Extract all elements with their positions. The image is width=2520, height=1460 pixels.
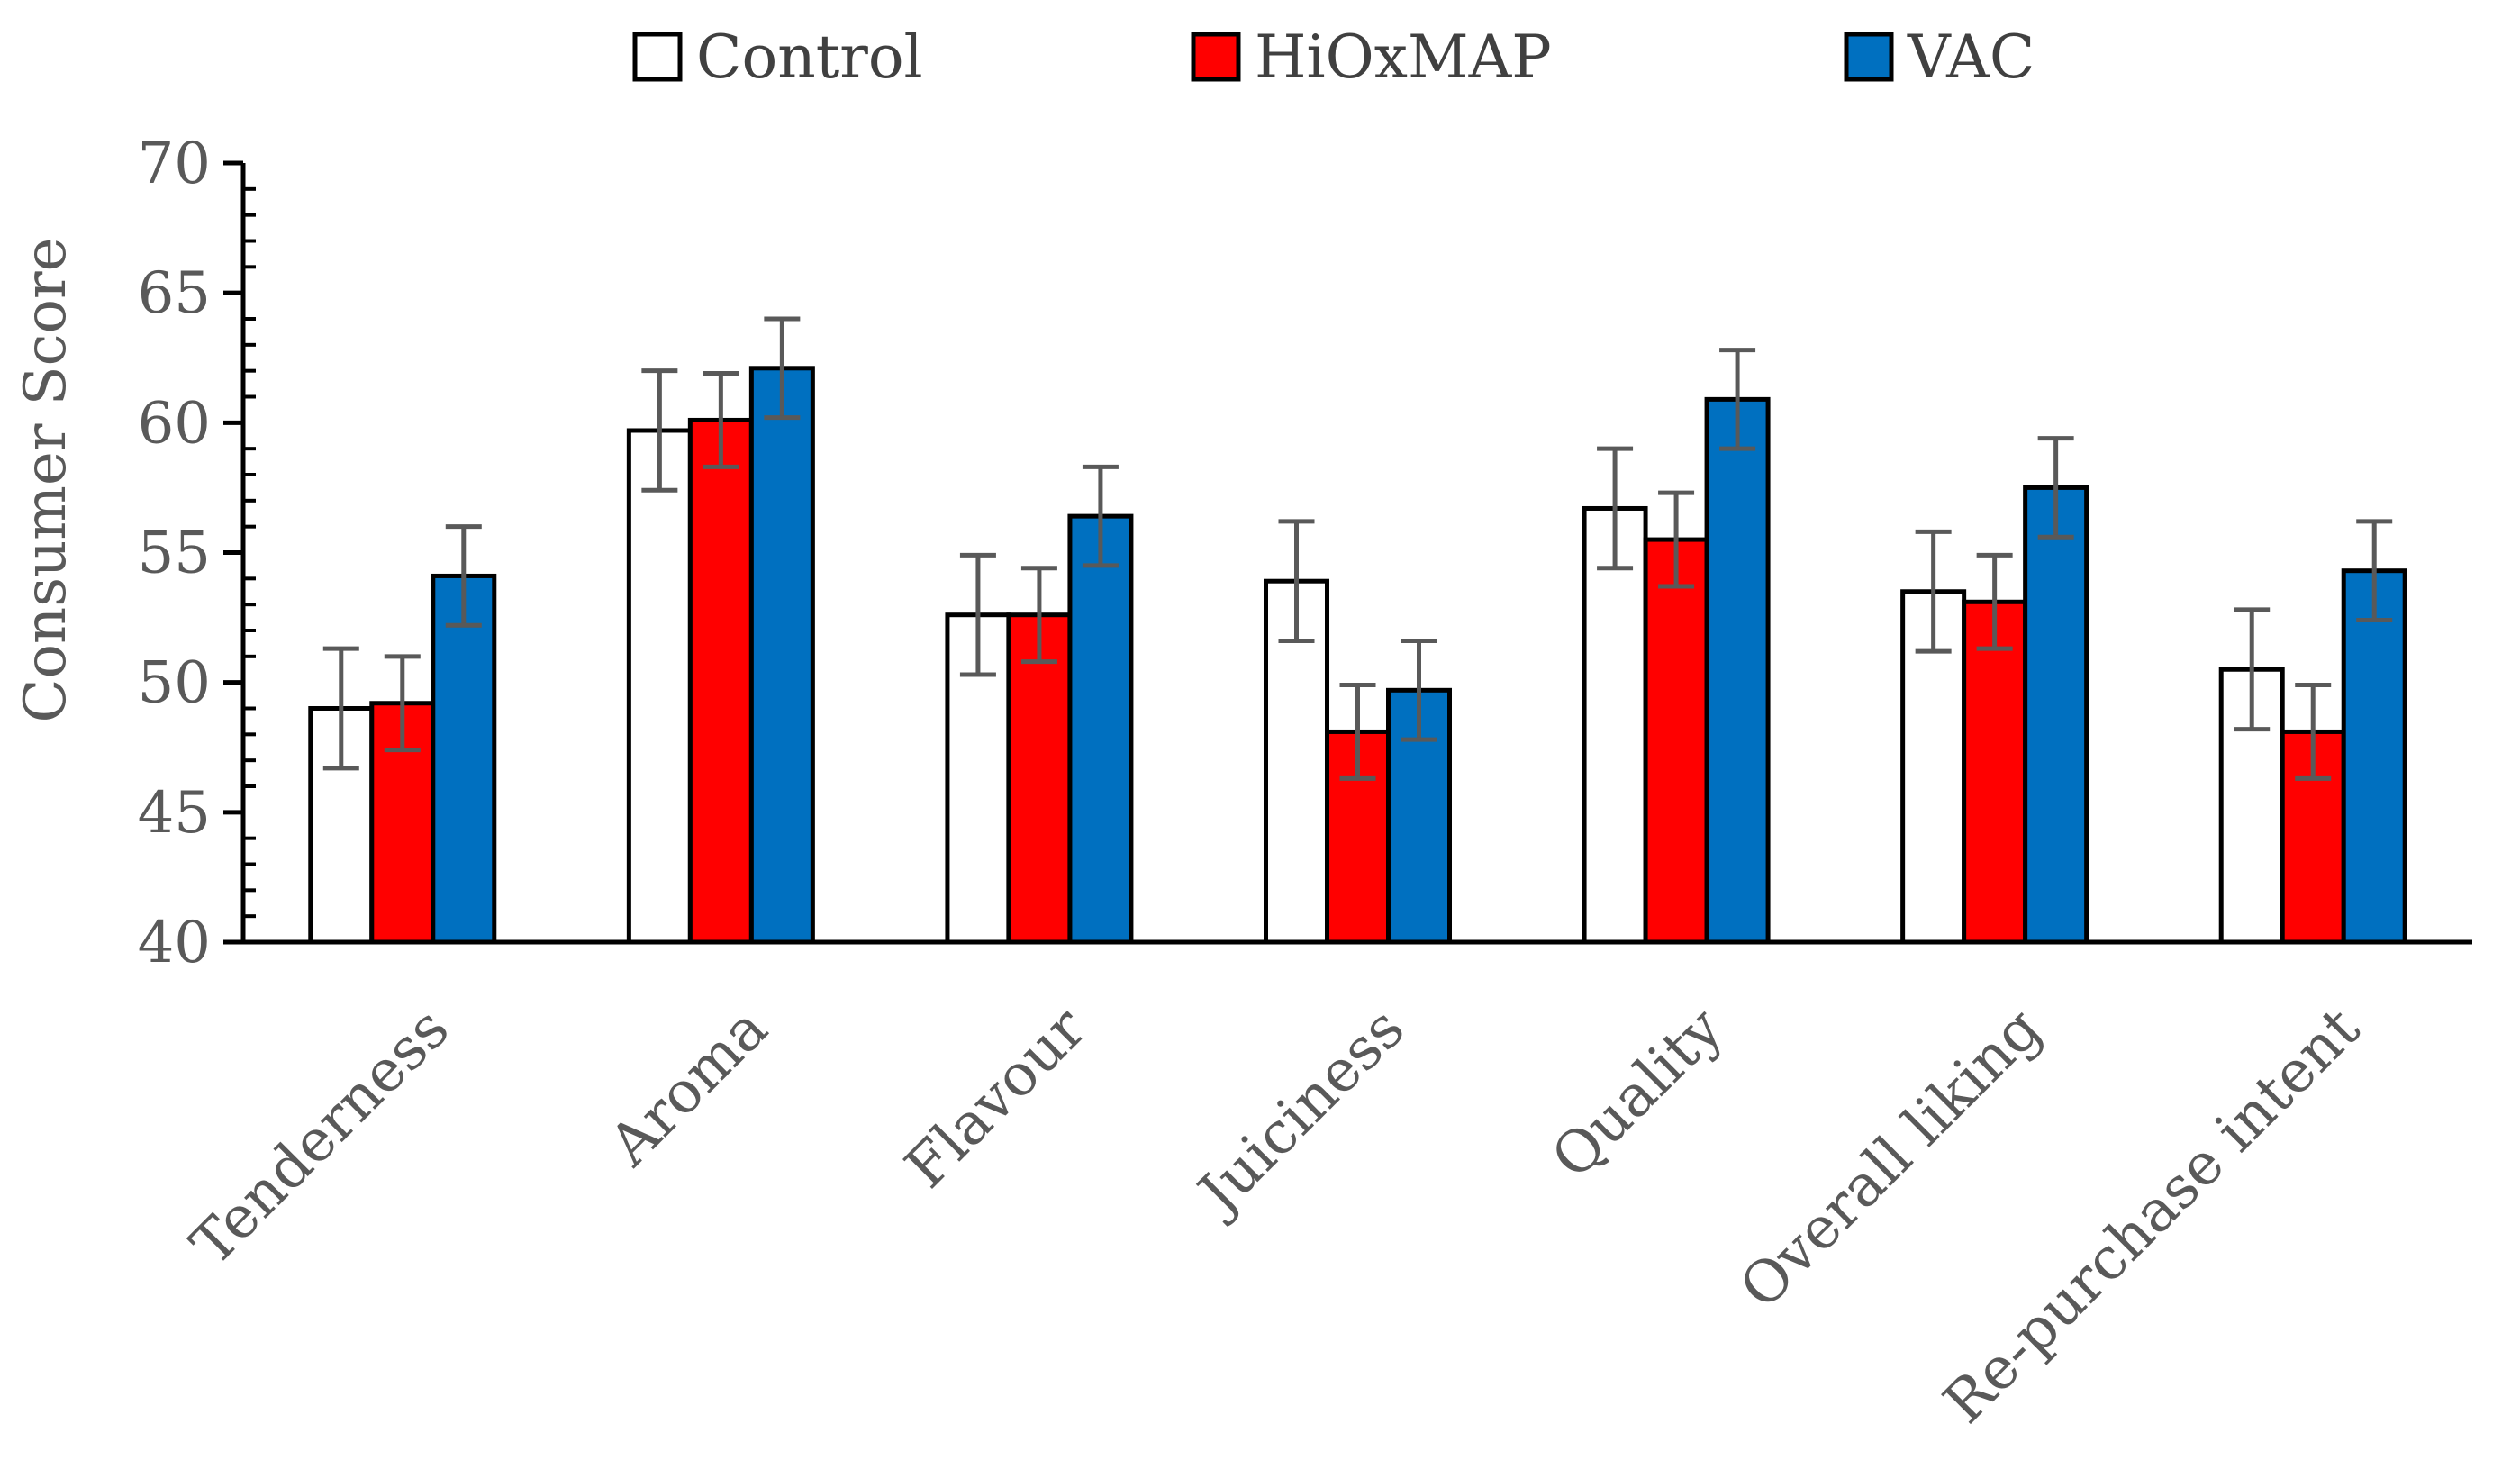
bar-hioxmap-overall-liking (1962, 599, 2028, 945)
error-bar (1020, 566, 1057, 665)
y-axis: 40 45 50 55 60 65 70 (138, 131, 256, 976)
legend: Control HiOxMAP VAC (632, 23, 2035, 92)
error-bar (1401, 639, 1437, 742)
error-bar (1278, 519, 1315, 644)
error-bar (445, 524, 482, 628)
error-bar (2295, 683, 2332, 781)
bar-vac-re-purchase-intent (2341, 568, 2407, 945)
y-tick-label: 40 (138, 910, 211, 976)
bar-hioxmap-quality (1643, 537, 1709, 945)
legend-item-vac: VAC (1844, 23, 2035, 92)
legend-label: VAC (1907, 23, 2035, 92)
error-bar (703, 371, 739, 469)
error-bar (1658, 490, 1695, 589)
legend-swatch (1844, 32, 1894, 82)
bar-vac-aroma (748, 366, 815, 945)
error-bar (2234, 607, 2271, 732)
legend-label: HiOxMAP (1255, 23, 1552, 92)
bar-vac-tenderness (431, 573, 497, 945)
error-bar (1976, 552, 2013, 651)
error-bar (1597, 446, 1634, 571)
error-bar (1082, 464, 1119, 568)
x-axis: Tenderness Aroma Flavour Juiciness QualityOv… (178, 939, 2472, 1437)
y-tick-label: 65 (138, 260, 211, 327)
legend-item-hioxmap: HiOxMAP (1191, 23, 1552, 92)
error-bar (764, 316, 801, 421)
error-bar (2037, 436, 2074, 540)
y-axis-title: Consumer Score (13, 238, 79, 723)
error-bar (1719, 348, 1756, 451)
error-bar (322, 646, 359, 771)
error-bars (322, 316, 2393, 781)
legend-label: Control (696, 23, 923, 92)
legend-item-control: Control (632, 23, 923, 92)
legend-swatch (1191, 32, 1241, 82)
bars (308, 366, 2407, 945)
x-tick-label: Aroma (596, 995, 780, 1179)
bar-vac-quality (1704, 396, 1771, 945)
y-tick-label: 70 (138, 131, 211, 197)
bar-control-quality (1582, 505, 1648, 945)
legend-swatch (632, 32, 683, 82)
bar-vac-flavour (1067, 513, 1134, 945)
y-tick-label: 50 (138, 650, 211, 717)
bar-hioxmap-flavour (1006, 612, 1073, 945)
x-tick-label: Tenderness (178, 995, 462, 1279)
error-bar (2356, 519, 2393, 622)
bar-vac-overall-liking (2023, 485, 2089, 945)
x-tick-label: Overall liking (1727, 995, 2054, 1322)
error-bar (1339, 683, 1376, 781)
x-tick-label: Flavour (893, 995, 1099, 1202)
error-bar (641, 368, 678, 493)
y-tick-label: 55 (138, 521, 211, 587)
x-tick-label: Quality (1539, 995, 1736, 1192)
error-bar (1915, 529, 1952, 654)
error-bar (959, 552, 996, 677)
error-bar (384, 654, 421, 753)
x-tick-label: Juiciness (1183, 995, 1418, 1230)
bar-hioxmap-aroma (687, 417, 754, 945)
y-tick-label: 45 (138, 780, 211, 847)
bar-control-aroma (626, 428, 693, 945)
y-tick-label: 60 (138, 390, 211, 457)
